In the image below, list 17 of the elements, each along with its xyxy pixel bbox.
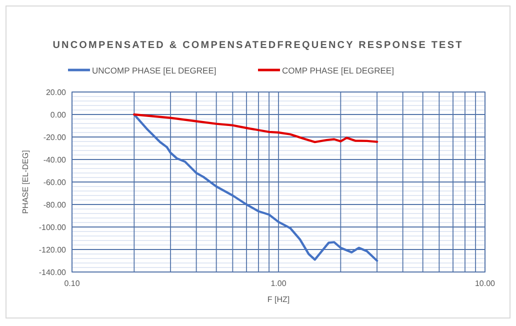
y-tick-label: 20.00 <box>46 88 67 97</box>
legend-label: COMP PHASE [EL DEGREE] <box>282 66 394 76</box>
y-tick-label: -20.00 <box>43 133 67 142</box>
y-tick-label: -120.00 <box>38 246 67 254</box>
legend-label: UNCOMP PHASE [EL DEGREE] <box>92 66 216 76</box>
y-tick-label: 0.00 <box>50 110 67 120</box>
y-tick-label: -40.00 <box>43 156 67 164</box>
x-tick-label: 10.00 <box>474 279 496 288</box>
x-tick-label: 1.00 <box>270 279 287 288</box>
chart-title: UNCOMPENSATED & COMPENSATEDFREQUENCY RESPONSE TEST <box>52 40 464 51</box>
y-axis-title: PHASE [EL-DEG] <box>21 150 30 214</box>
y-tick-label: -140.00 <box>38 268 67 277</box>
y-tick-label: -60.00 <box>43 178 67 187</box>
x-axis-title: F [HZ] <box>267 295 290 304</box>
y-tick-label: -100.00 <box>38 223 67 232</box>
x-tick-label: 0.10 <box>64 279 80 288</box>
y-tick-label: -80.00 <box>43 200 67 210</box>
